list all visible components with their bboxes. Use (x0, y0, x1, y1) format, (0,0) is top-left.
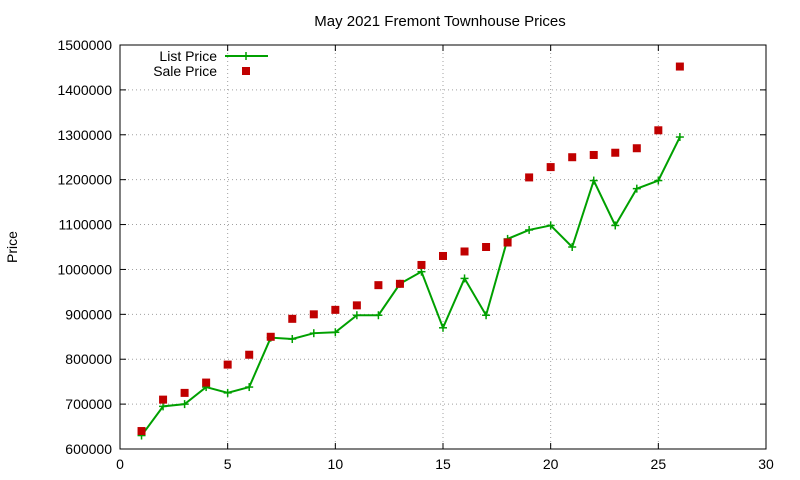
sale-price-point (546, 163, 555, 172)
list-price-point (632, 184, 641, 193)
x-tick-label: 30 (758, 456, 774, 472)
list-price-point (525, 225, 534, 234)
list-price-point (245, 383, 254, 392)
y-tick-label: 1400000 (57, 82, 112, 98)
legend-marker-sale-price (242, 67, 250, 75)
y-tick-label: 900000 (65, 306, 112, 322)
list-price-point (611, 221, 620, 230)
chart-title: May 2021 Fremont Townhouse Prices (314, 13, 566, 30)
list-price-point (309, 329, 318, 338)
y-tick-label: 1300000 (57, 127, 112, 143)
list-price-line (140, 136, 681, 437)
list-price-point (482, 311, 491, 320)
sale-price-point (374, 281, 383, 290)
x-tick-label: 10 (328, 456, 344, 472)
list-price-point (568, 243, 577, 251)
list-price-point (654, 176, 663, 185)
sale-price-point (654, 126, 663, 135)
sale-price-point (352, 301, 361, 310)
list-price-point (675, 133, 684, 142)
sale-price-point (288, 314, 297, 323)
sale-price-point (503, 238, 512, 247)
sale-price-point (331, 305, 340, 314)
x-tick-label: 20 (543, 456, 559, 472)
x-tick-label: 15 (435, 456, 451, 472)
sale-price-point (611, 148, 620, 157)
sale-price-point (568, 153, 577, 162)
sale-price-point (202, 378, 211, 387)
list-price-point (352, 311, 361, 320)
plot-frame (119, 44, 767, 450)
list-price-point (288, 335, 297, 344)
sale-price-point (309, 310, 318, 319)
y-axis-label: Price (4, 231, 20, 263)
list-price-point (417, 267, 426, 276)
sale-price-point (482, 243, 491, 251)
sale-price-point (460, 247, 469, 256)
legend: List Price Sale Price (153, 48, 268, 79)
sale-price-point (159, 395, 168, 404)
y-tick-label: 1000000 (57, 261, 112, 277)
sale-price-point (675, 62, 684, 71)
list-price-point (460, 274, 469, 283)
list-price-point (223, 388, 232, 397)
sale-price-point (589, 150, 598, 159)
sale-price-point (245, 350, 254, 359)
sale-price-point (525, 173, 534, 182)
y-tick-label: 1500000 (57, 37, 112, 53)
y-tick-label: 700000 (65, 396, 112, 412)
list-price-point (546, 221, 555, 230)
axis-ticks: 600000 700000 800000 900000 1000000 1100000 12… (57, 37, 774, 472)
x-tick-label: 25 (651, 456, 667, 472)
list-price-point (374, 311, 383, 320)
sale-price-point (632, 144, 641, 153)
x-tick-label: 0 (116, 456, 124, 472)
sale-price-point (395, 279, 404, 288)
list-price-point (589, 176, 598, 185)
list-price-point (439, 323, 447, 332)
sale-price-point (439, 251, 447, 260)
y-tick-label: 800000 (65, 351, 112, 367)
y-tick-label: 600000 (65, 441, 112, 457)
y-tick-label: 1100000 (59, 217, 113, 233)
sale-price-point (417, 260, 426, 269)
sale-price-point (180, 388, 189, 397)
legend-label-sale-price: Sale Price (153, 63, 217, 79)
grid (120, 45, 766, 449)
list-price-point (180, 400, 189, 409)
sale-price-point (266, 332, 275, 341)
list-price-point (159, 402, 168, 411)
sale-price-point (137, 427, 146, 436)
y-tick-label: 1200000 (57, 172, 112, 188)
x-tick-label: 5 (224, 456, 232, 472)
list-price-point (331, 328, 340, 337)
sale-price-point (223, 360, 232, 369)
legend-label-list-price: List Price (159, 48, 217, 64)
legend-marker-list-price (242, 52, 250, 60)
series-marks (137, 62, 684, 440)
